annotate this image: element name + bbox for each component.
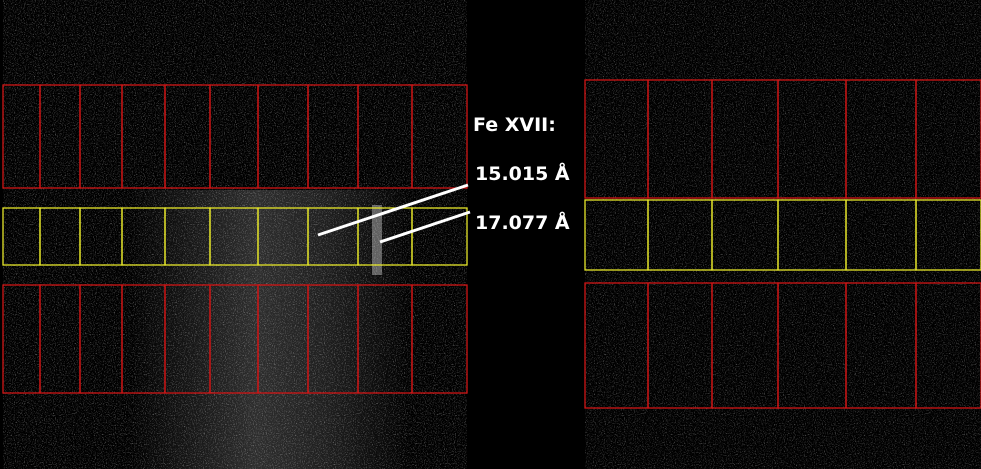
right-noise bbox=[585, 0, 981, 469]
detector-image: Fe XVII: 15.015 Å 17.077 Å bbox=[0, 0, 981, 469]
page: Fe XVII: 15.015 Å 17.077 Å (() => { cons… bbox=[0, 0, 981, 469]
emission-glow bbox=[130, 190, 410, 469]
label-title: Fe XVII: bbox=[473, 114, 556, 136]
label-line: 15.015 Å bbox=[475, 161, 570, 185]
label-line: 17.077 Å bbox=[475, 210, 570, 234]
